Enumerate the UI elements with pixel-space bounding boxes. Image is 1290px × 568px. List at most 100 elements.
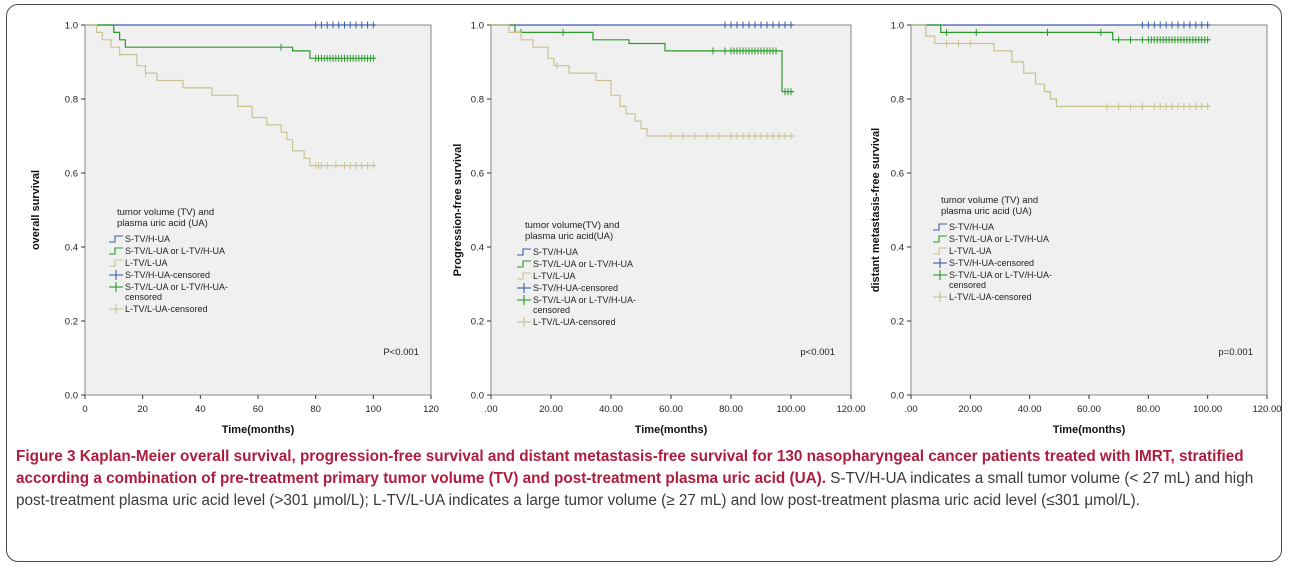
y-tick-label: 0.2 — [471, 317, 484, 328]
legend-entry: S-TV/L-UA or L-TV/H-UA — [949, 234, 1049, 244]
x-tick-label: 60.00 — [659, 404, 683, 415]
x-tick-label: 60.00 — [1077, 404, 1101, 415]
y-tick-label: 0.0 — [891, 391, 904, 402]
legend-entry-cont: censored — [533, 305, 570, 315]
x-axis-label: Time(months) — [1053, 424, 1126, 436]
survival-curve-3 — [85, 24, 377, 167]
figure-caption: Figure 3 Kaplan-Meier overall survival, … — [16, 446, 1274, 512]
caption-lead: Figure 3 Kaplan-Meier overall survival, … — [16, 448, 1244, 487]
legend-entry: S-TV/L-UA or L-TV/H-UA- — [949, 270, 1052, 280]
legend-entry: S-TV/L-UA or L-TV/H-UA — [125, 246, 225, 256]
legend-title-line2: plasma uric acid (UA) — [117, 218, 208, 229]
legend-entry-cont: censored — [125, 292, 162, 302]
survival-curve-3 — [491, 24, 794, 137]
x-tick-label: 20.00 — [958, 404, 982, 415]
survival-curve-2 — [491, 24, 794, 93]
legend-entry: S-TV/L-UA or L-TV/H-UA — [533, 259, 633, 269]
x-tick-label: 80.00 — [719, 404, 743, 415]
legend-entry: S-TV/H-UA — [949, 222, 994, 232]
legend-title-line2: plasma uric acid(UA) — [525, 231, 613, 242]
x-tick-label: 20 — [137, 404, 148, 415]
plot-area — [84, 24, 432, 396]
legend-entry: S-TV/H-UA-censored — [949, 258, 1034, 268]
p-value: p<0.001 — [800, 347, 835, 358]
x-tick-label: 100 — [365, 404, 381, 415]
x-axis-label: Time(months) — [635, 424, 708, 436]
x-tick-label: 40.00 — [1018, 404, 1042, 415]
survival-curve-2 — [85, 24, 377, 59]
legend-swatch — [933, 247, 947, 255]
legend-swatch — [933, 235, 947, 243]
y-axis-label: overall survival — [30, 170, 42, 250]
x-tick-label: 80 — [310, 404, 321, 415]
chart-progression-free-survival: 0.0 0.2 0.4 0.6 0.8 1.0 .00 20.00 40.00 60.00 80.0… — [452, 21, 866, 437]
legend-entry: S-TV/H-UA-censored — [533, 283, 618, 293]
legend-entry: L-TV/L-UA — [949, 246, 992, 256]
legend-swatch — [109, 247, 123, 255]
legend-entry: S-TV/L-UA or L-TV/H-UA- — [125, 282, 228, 292]
legend-entry: L-TV/L-UA-censored — [949, 292, 1032, 302]
chart-overall-survival: 0.0 0.2 0.4 0.6 0.8 1.0 0 20 40 60 80 100 120 Time(mo… — [30, 21, 439, 437]
x-tick-label: .00 — [904, 404, 917, 415]
legend-entry: L-TV/L-UA-censored — [125, 304, 208, 314]
x-tick-label: 20.00 — [539, 404, 563, 415]
legend-entry: L-TV/L-UA-censored — [533, 317, 616, 327]
x-tick-label: 40 — [195, 404, 206, 415]
legend-swatch — [109, 235, 123, 243]
y-tick-label: 0.0 — [471, 391, 484, 402]
x-axis-label: Time(months) — [222, 424, 295, 436]
y-tick-label: 0.4 — [65, 243, 78, 254]
y-tick-label: 0.4 — [471, 243, 484, 254]
legend-entry: S-TV/H-UA — [125, 234, 170, 244]
p-value: P<0.001 — [383, 347, 419, 358]
y-tick-label: 0.6 — [891, 169, 904, 180]
legend-entry: S-TV/L-UA or L-TV/H-UA- — [533, 295, 636, 305]
y-tick-label: 1.0 — [891, 21, 904, 32]
y-axis-label: Progression-free survival — [452, 144, 464, 277]
y-tick-label: 1.0 — [65, 21, 78, 32]
x-tick-label: 80.00 — [1136, 404, 1160, 415]
y-tick-label: 0.8 — [65, 95, 78, 106]
y-tick-label: 0.0 — [65, 391, 78, 402]
y-tick-label: 0.8 — [891, 95, 904, 106]
legend-swatch — [109, 259, 123, 267]
chart-distant-metastasis-free-survival: 0.0 0.2 0.4 0.6 0.8 1.0 .00 20.00 40.00 60.00 80.0… — [870, 21, 1282, 437]
plot-area — [490, 24, 852, 396]
legend-swatch — [933, 223, 947, 231]
x-tick-label: 120 — [423, 404, 439, 415]
y-tick-label: 0.2 — [891, 317, 904, 328]
x-tick-label: .00 — [484, 404, 497, 415]
y-tick-label: 1.0 — [471, 21, 484, 32]
legend-title-line1: tumor volume (TV) and — [941, 195, 1038, 206]
x-tick-label: 100.00 — [776, 404, 805, 415]
figure-frame: 0.0 0.2 0.4 0.6 0.8 1.0 0 20 40 60 80 100 120 Time(mo… — [6, 4, 1282, 562]
x-tick-label: 60 — [253, 404, 264, 415]
x-tick-label: 0 — [82, 404, 87, 415]
legend-title-line1: tumor volume (TV) and — [117, 207, 214, 218]
legend-entry: L-TV/L-UA — [533, 271, 576, 281]
caption-body: S-TV/H-UA indicates a small tumor volume… — [16, 470, 1254, 509]
legend-swatch — [517, 248, 531, 256]
x-tick-label: 120.00 — [836, 404, 865, 415]
y-axis-label: distant metastasis-free survival — [870, 128, 882, 292]
legend-entry-cont: censored — [949, 280, 986, 290]
x-tick-label: 40.00 — [599, 404, 623, 415]
y-tick-label: 0.2 — [65, 317, 78, 328]
legend-entry: L-TV/L-UA — [125, 258, 168, 268]
legend-swatch — [517, 272, 531, 280]
y-tick-label: 0.8 — [471, 95, 484, 106]
survival-curve-2 — [911, 24, 1211, 41]
plot-area — [910, 24, 1268, 396]
legend-entry: S-TV/H-UA-censored — [125, 270, 210, 280]
legend-entry: S-TV/H-UA — [533, 247, 578, 257]
survival-curve-3 — [911, 24, 1211, 107]
y-tick-label: 0.6 — [471, 169, 484, 180]
x-tick-label: 120.00 — [1252, 404, 1281, 415]
legend-swatch — [517, 260, 531, 268]
legend-title-line2: plasma uric acid (UA) — [941, 206, 1032, 217]
y-tick-label: 0.4 — [891, 243, 904, 254]
legend-title-line1: tumor volume(TV) and — [525, 220, 620, 231]
p-value: p=0.001 — [1218, 347, 1253, 358]
x-tick-label: 100.00 — [1193, 404, 1222, 415]
y-tick-label: 0.6 — [65, 169, 78, 180]
